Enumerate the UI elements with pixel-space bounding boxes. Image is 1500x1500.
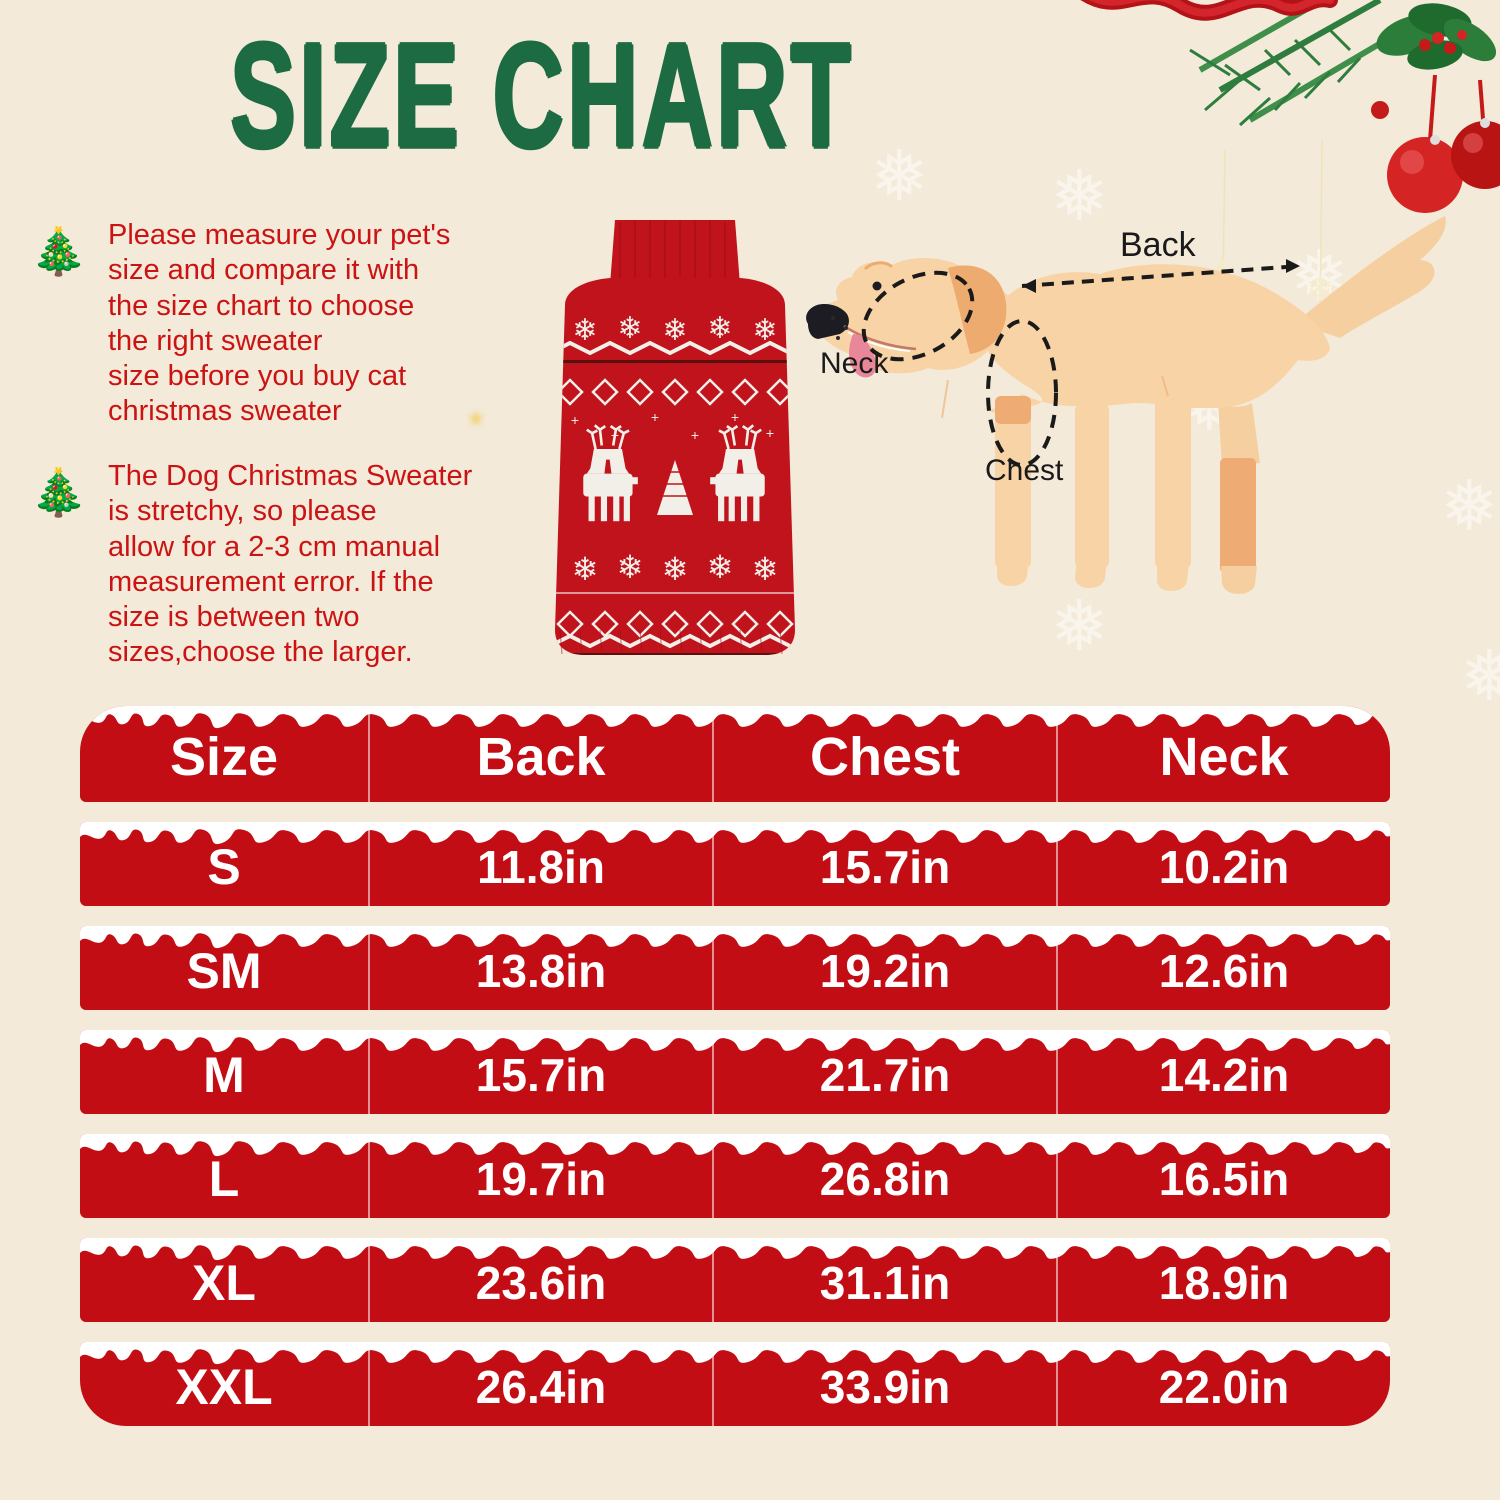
svg-text:❅: ❅ <box>1460 637 1500 715</box>
svg-text:❄: ❄ <box>662 551 689 587</box>
svg-text:❄: ❄ <box>752 314 777 347</box>
svg-text:❄: ❄ <box>662 314 687 347</box>
svg-text:❄: ❄ <box>707 549 734 585</box>
svg-text:❄: ❄ <box>663 660 686 685</box>
svg-text:❄: ❄ <box>752 551 779 587</box>
svg-text:❄: ❄ <box>618 658 641 685</box>
svg-text:❄: ❄ <box>707 312 732 345</box>
svg-text:Back: Back <box>1120 226 1197 264</box>
svg-text:+: + <box>691 427 699 443</box>
svg-text:❄: ❄ <box>753 660 776 685</box>
svg-text:+: + <box>571 412 579 428</box>
svg-text:Chest: Chest <box>985 454 1064 487</box>
svg-text:+: + <box>766 425 774 441</box>
svg-text:❄: ❄ <box>617 312 642 345</box>
svg-text:+: + <box>731 409 739 425</box>
svg-text:Neck: Neck <box>820 347 889 380</box>
svg-text:❄: ❄ <box>617 549 644 585</box>
svg-text:+: + <box>651 409 659 425</box>
svg-text:❄: ❄ <box>708 658 731 685</box>
svg-text:❄: ❄ <box>572 314 597 347</box>
svg-text:❄: ❄ <box>573 660 596 685</box>
svg-text:❄: ❄ <box>572 551 599 587</box>
